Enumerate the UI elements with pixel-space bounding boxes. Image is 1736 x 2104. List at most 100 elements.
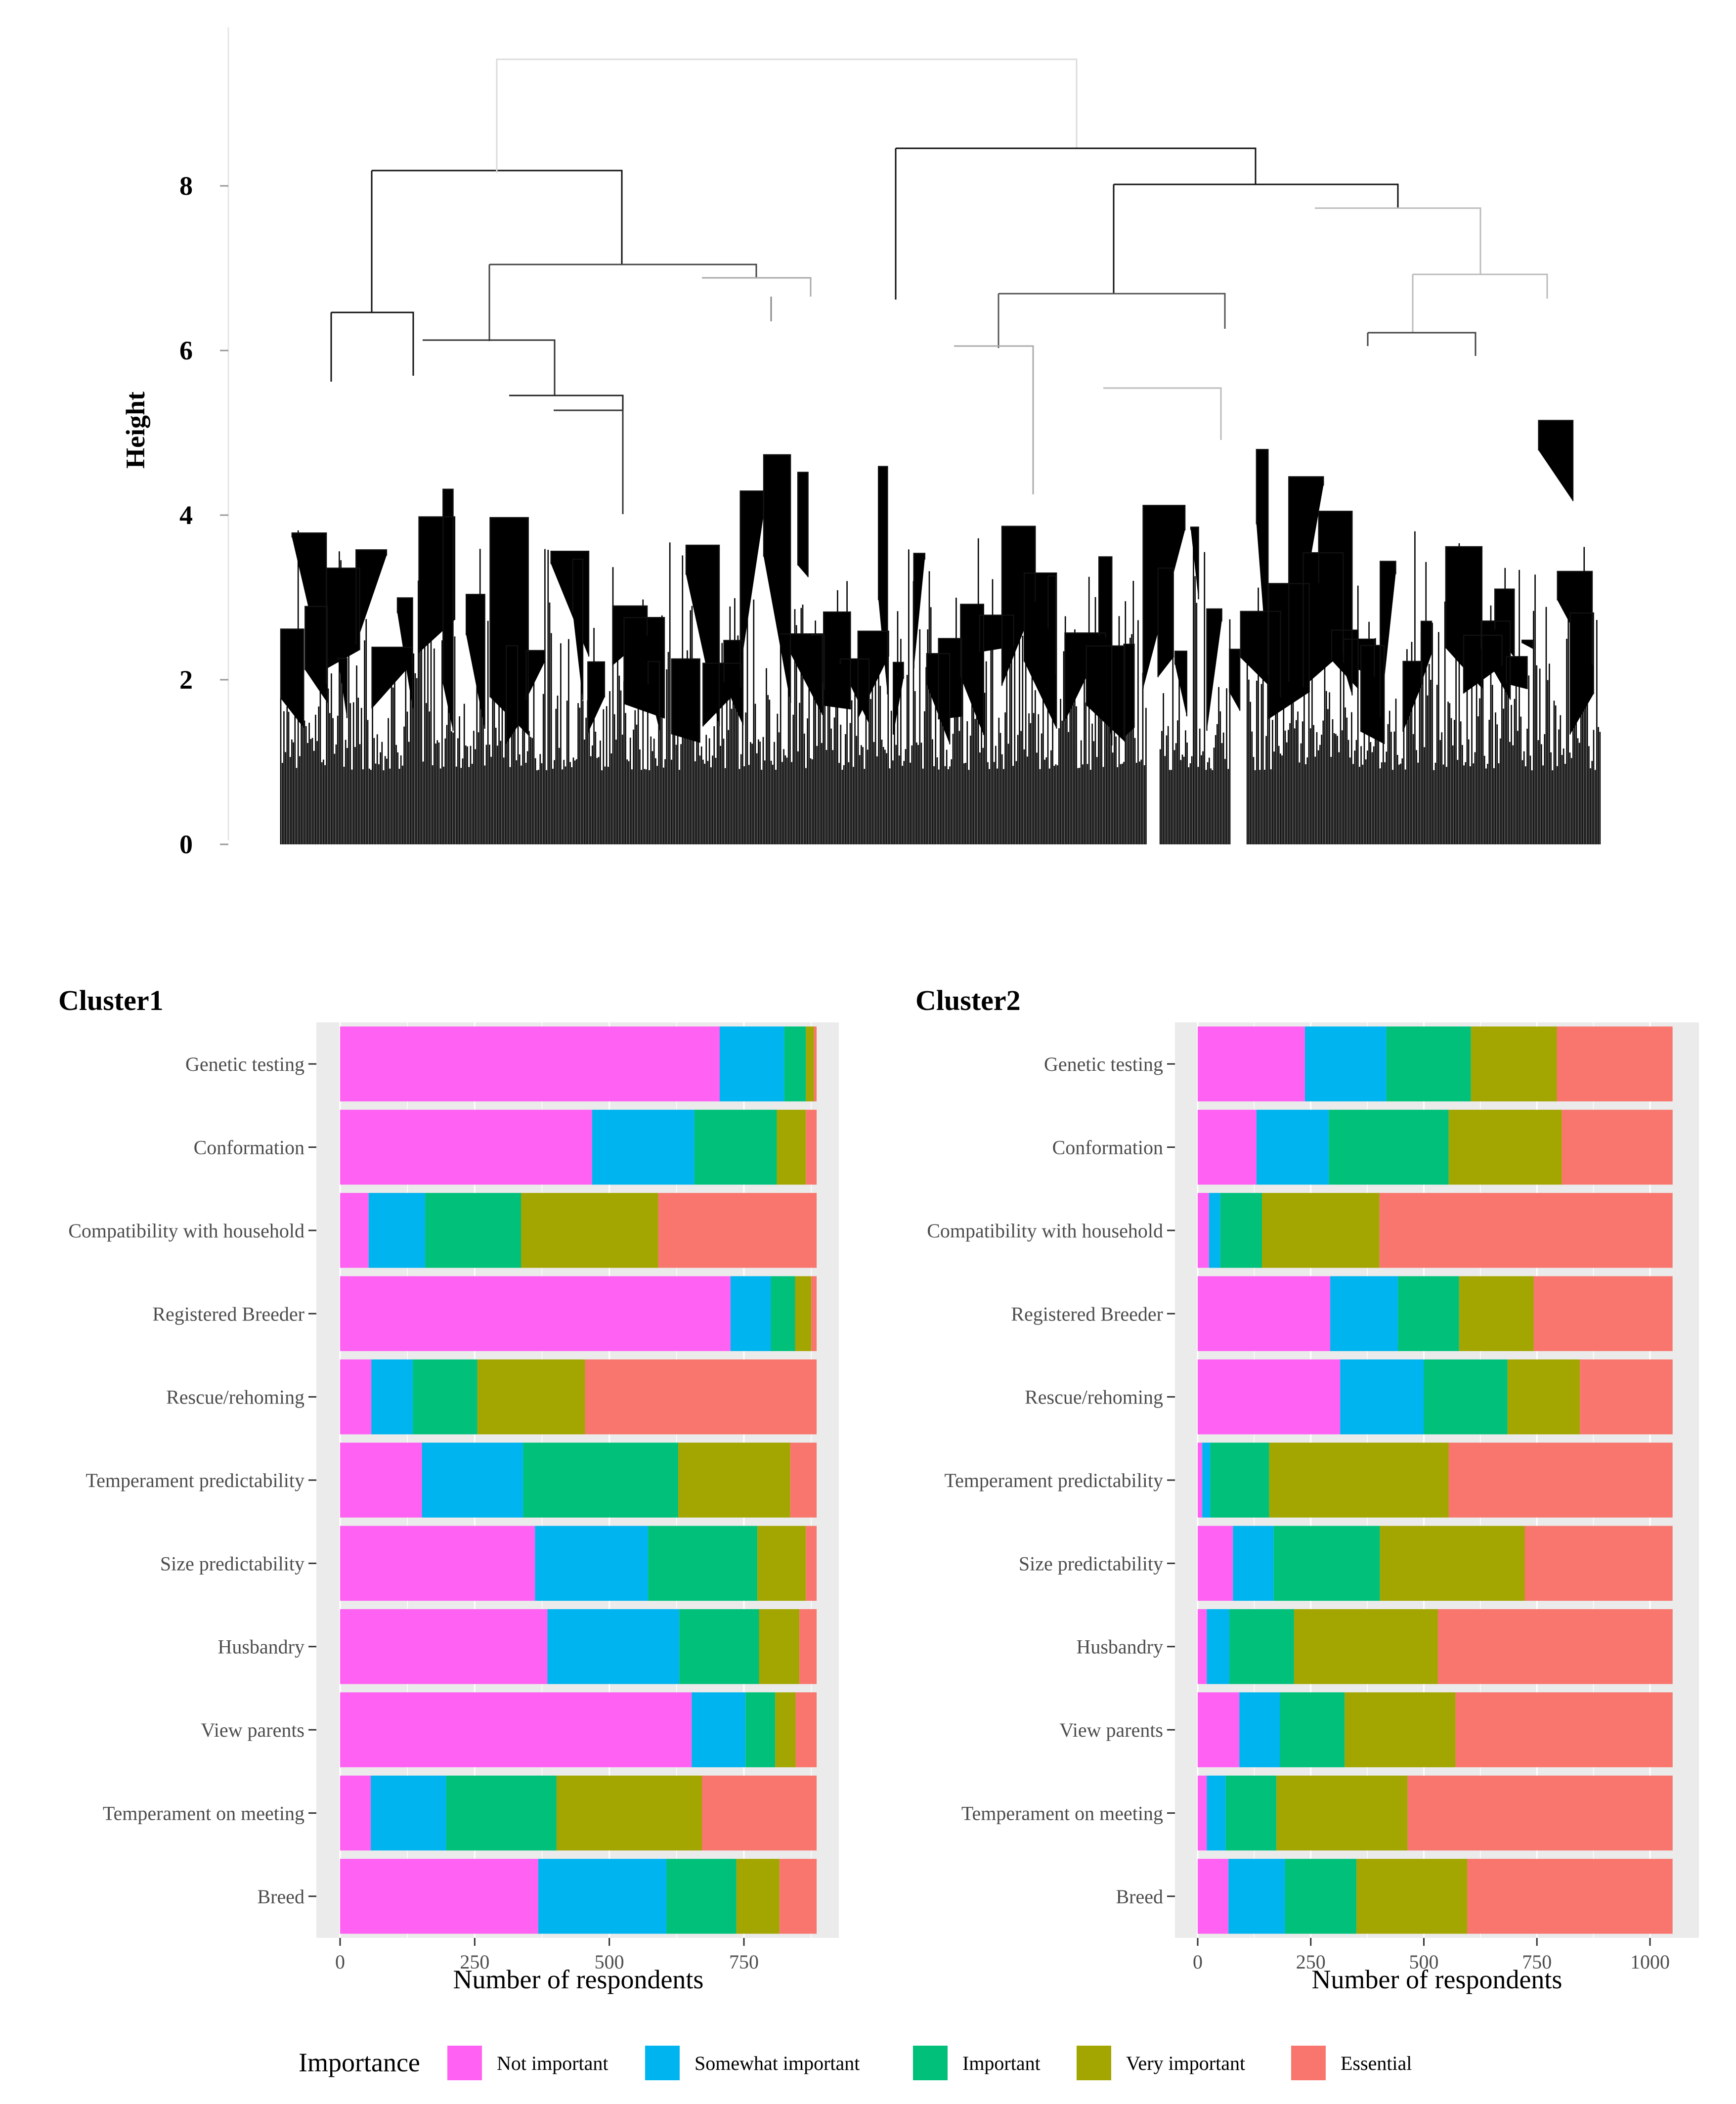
legend-title: Importance xyxy=(299,2048,420,2077)
dendrogram-merge-branch-19 xyxy=(1368,332,1476,356)
dendrogram-y-axis-title: Height xyxy=(121,392,150,469)
dendrogram-merge-branch-4 xyxy=(896,147,1257,184)
cluster1-bar-7-essential xyxy=(806,1526,817,1601)
dendrogram-merge-branch-11 xyxy=(331,311,414,376)
cluster2-bar-5-somewhat-important xyxy=(1340,1359,1424,1435)
cluster2-bar-2-important xyxy=(1329,1109,1449,1185)
cluster1-bar-10-very-important xyxy=(556,1775,702,1851)
cluster1-bar-10-not-important xyxy=(340,1775,371,1851)
cluster1-bar-9-not-important xyxy=(340,1692,692,1767)
cluster2-title: Cluster2 xyxy=(915,984,1021,1016)
cluster1-y-tick-labels: Genetic testing Conformation Compatibility… xyxy=(68,1053,316,1908)
cluster2-bar-11-somewhat-important xyxy=(1228,1859,1285,1934)
cluster1-bar-3-very-important xyxy=(521,1193,658,1268)
cluster2-bar-3-essential xyxy=(1379,1193,1673,1268)
cluster2-x-tick-label: 0 xyxy=(1193,1951,1203,1973)
dendrogram-merge-branch-9 xyxy=(489,263,757,278)
cluster2-x-axis-title: Number of respondents xyxy=(1312,1965,1562,1994)
cluster2-bar-1-important xyxy=(1386,1026,1471,1101)
cluster1-title: Cluster1 xyxy=(58,984,164,1016)
legend-label: Important xyxy=(962,2052,1041,2074)
cluster1-bar-11-very-important xyxy=(736,1859,780,1934)
cluster2-bar-1-somewhat-important xyxy=(1304,1026,1387,1101)
cluster1-bar-3-not-important xyxy=(340,1193,369,1268)
cluster2-bar-6-important xyxy=(1210,1443,1269,1518)
cluster1-bar-10-essential xyxy=(702,1775,817,1851)
legend-swatch-somewhat-important xyxy=(645,2046,680,2080)
legend-label: Somewhat important xyxy=(694,2052,860,2074)
dendrogram-y-tick-label: 8 xyxy=(179,171,193,201)
cluster2-x-tick-label: 500 xyxy=(1409,1951,1439,1973)
cluster2-bar-10-somewhat-important xyxy=(1207,1775,1226,1851)
dendrogram-merge-branch-6 xyxy=(1114,183,1399,208)
cluster1-panel: Cluster1 Genetic testing Conformation Comp… xyxy=(58,984,839,1994)
cluster2-bar-4-essential xyxy=(1533,1276,1673,1351)
cluster2-x-tick-labels: 0 250 500 750 1000 xyxy=(1193,1938,1670,1973)
dendrogram-merge-branch-13 xyxy=(702,277,812,297)
cluster1-bar-2-not-important xyxy=(340,1109,592,1185)
cluster2-bar-2-very-important xyxy=(1448,1109,1562,1185)
cluster2-bar-7-not-important xyxy=(1198,1526,1233,1601)
cluster2-bar-1-very-important xyxy=(1471,1026,1557,1101)
cluster1-y-tick-label: Genetic testing xyxy=(185,1053,304,1075)
cluster1-x-axis-title: Number of respondents xyxy=(453,1965,704,1994)
cluster1-bar-5-somewhat-important xyxy=(371,1359,413,1435)
cluster1-bar-1-not-important xyxy=(340,1026,720,1101)
cluster2-bar-10-important xyxy=(1225,1775,1277,1851)
cluster1-bar-8-not-important xyxy=(340,1609,548,1684)
cluster2-bar-3-very-important xyxy=(1261,1193,1380,1268)
cluster2-bar-8-not-important xyxy=(1198,1609,1207,1684)
dendrogram-y-tick-label: 4 xyxy=(179,500,193,530)
legend-label: Essential xyxy=(1341,2052,1412,2074)
cluster2-y-tick-label: Temperament predictability xyxy=(944,1469,1163,1491)
cluster1-bar-1-essential xyxy=(814,1026,817,1101)
cluster1-bar-7-important xyxy=(648,1526,758,1601)
cluster1-bar-6-somewhat-important xyxy=(422,1443,523,1518)
cluster2-bar-7-somewhat-important xyxy=(1233,1526,1274,1601)
cluster2-y-tick-label: Conformation xyxy=(1052,1137,1163,1159)
cluster2-x-tick-label: 250 xyxy=(1296,1951,1326,1973)
cluster2-bar-11-very-important xyxy=(1356,1859,1468,1934)
cluster1-bar-2-very-important xyxy=(777,1109,806,1185)
cluster1-bar-6-very-important xyxy=(678,1443,790,1518)
cluster2-bar-10-not-important xyxy=(1198,1775,1207,1851)
cluster2-bar-7-essential xyxy=(1524,1526,1673,1601)
cluster2-y-tick-label: Rescue/rehoming xyxy=(1025,1386,1163,1408)
cluster2-bar-5-very-important xyxy=(1507,1359,1580,1435)
dendrogram-merge-branch-22 xyxy=(1103,387,1222,440)
cluster2-y-tick-labels: Genetic testing Conformation Compatibility… xyxy=(927,1053,1175,1908)
cluster2-bar-6-very-important xyxy=(1269,1443,1449,1518)
cluster1-bar-11-somewhat-important xyxy=(538,1859,667,1934)
cluster1-bar-4-somewhat-important xyxy=(730,1276,771,1351)
cluster1-y-tick-label: Rescue/rehoming xyxy=(166,1386,304,1408)
cluster2-x-tick-label: 1000 xyxy=(1630,1951,1670,1973)
cluster1-bar-4-not-important xyxy=(340,1276,731,1351)
cluster2-bar-2-essential xyxy=(1562,1109,1673,1185)
cluster2-bar-11-important xyxy=(1285,1859,1357,1934)
cluster1-bar-2-important xyxy=(694,1109,777,1185)
cluster1-bar-9-somewhat-important xyxy=(692,1692,746,1767)
cluster1-y-tick-label: Size predictability xyxy=(160,1552,304,1575)
cluster2-y-tick-label: Compatibility with household xyxy=(927,1220,1163,1242)
cluster1-y-tick-label: Conformation xyxy=(194,1137,304,1159)
cluster1-bar-11-important xyxy=(666,1859,737,1934)
dendrogram: 0 2 4 6 8 Height xyxy=(121,27,1601,859)
cluster2-bars xyxy=(1198,1026,1673,1934)
cluster2-bar-6-somewhat-important xyxy=(1202,1443,1211,1518)
cluster1-bar-10-important xyxy=(446,1775,557,1851)
cluster1-bar-8-somewhat-important xyxy=(547,1609,680,1684)
cluster2-bar-9-not-important xyxy=(1198,1692,1240,1767)
legend-swatch-not-important xyxy=(447,2046,482,2080)
cluster2-y-tick-label: Breed xyxy=(1116,1885,1163,1908)
legend-swatch-very-important xyxy=(1077,2046,1111,2080)
cluster1-bar-9-essential xyxy=(795,1692,817,1767)
cluster1-bar-11-not-important xyxy=(340,1859,538,1934)
cluster1-bars xyxy=(340,1026,817,1934)
cluster2-bar-5-not-important xyxy=(1198,1359,1341,1435)
cluster1-x-tick-label: 250 xyxy=(460,1951,489,1973)
cluster1-bar-1-important xyxy=(784,1026,806,1101)
cluster1-bar-5-important xyxy=(413,1359,477,1435)
cluster1-y-tick-label: Compatibility with household xyxy=(68,1220,304,1242)
cluster2-bar-8-very-important xyxy=(1294,1609,1438,1684)
